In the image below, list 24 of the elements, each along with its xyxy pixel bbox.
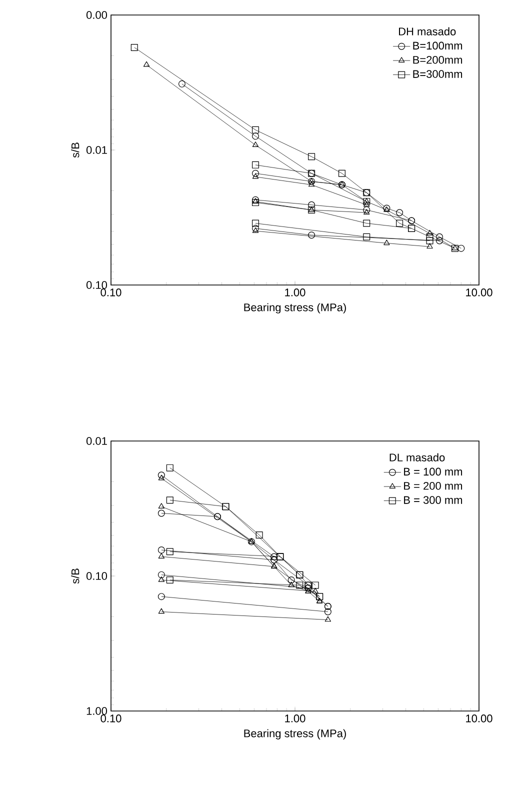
- x-axis-title: Bearing stress (MPa): [244, 303, 346, 314]
- y-axis-title: s/B: [71, 142, 80, 158]
- y-tick-label: 0.10: [86, 281, 108, 289]
- x-tick-label: 1.00: [285, 714, 306, 722]
- y-tick-label: 1.00: [86, 707, 108, 715]
- legend-title: DL masado: [390, 453, 445, 462]
- legend-label: B=300mm: [413, 70, 462, 78]
- legend-label: B=200mm: [413, 56, 462, 64]
- legend-label: B = 100 mm: [404, 468, 462, 476]
- y-axis-title: s/B: [71, 568, 80, 584]
- y-tick-label: 0.01: [86, 146, 107, 154]
- x-tick-label: 0.10: [100, 714, 122, 722]
- legend-label: B = 300 mm: [404, 496, 462, 504]
- y-tick-label: 0.10: [86, 572, 108, 580]
- legend-label: B=100mm: [413, 42, 462, 50]
- legend-title: DH masado: [399, 27, 456, 36]
- x-tick-label: 10.00: [466, 714, 492, 722]
- legend-label: B = 200 mm: [404, 482, 462, 490]
- y-tick-label: 0.01: [86, 437, 107, 445]
- y-tick-label: 0.00: [86, 11, 108, 19]
- x-tick-label: 10.00: [466, 288, 492, 296]
- x-tick-label: 0.10: [100, 288, 122, 296]
- x-axis-title: Bearing stress (MPa): [244, 729, 346, 740]
- x-tick-label: 1.00: [285, 288, 306, 296]
